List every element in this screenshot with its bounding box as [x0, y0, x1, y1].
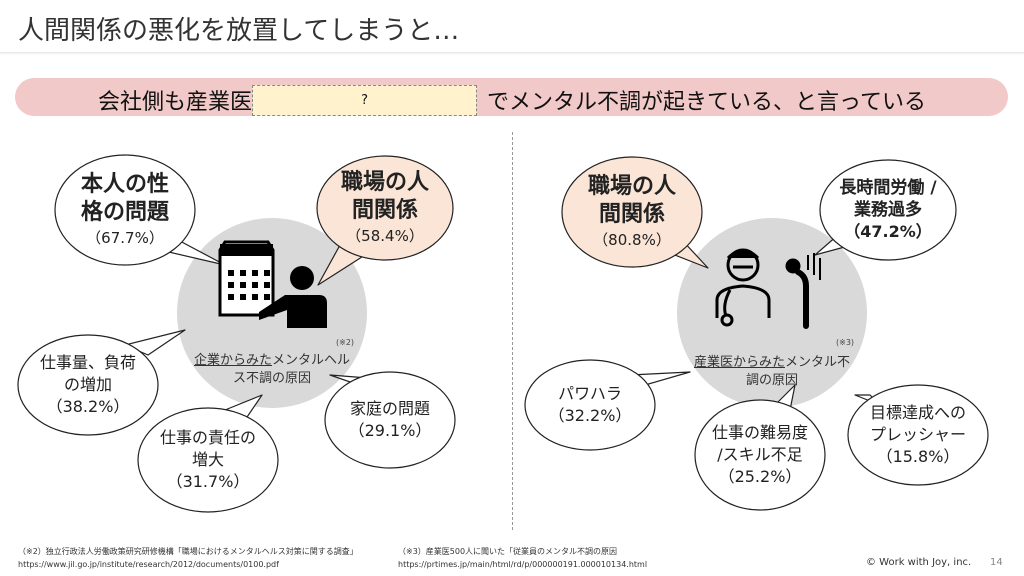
bubble-percent: （58.4%）	[346, 227, 424, 245]
caption-text: ス不調の原因	[232, 371, 311, 386]
bubble-responsibility: 仕事の責任の 増大 （31.7%）	[160, 427, 256, 493]
bubble-percent: （31.7%）	[166, 472, 250, 491]
bubble-shape	[847, 384, 989, 486]
bubble-line: /スキル不足	[717, 445, 803, 464]
bubble-line: 間関係	[598, 202, 666, 227]
bubble-line: 仕事の責任の	[159, 428, 257, 447]
bubble-power-harassment: パワハラ （32.2%）	[549, 383, 632, 427]
bubble-shape	[17, 334, 159, 436]
bubble-line: 長時間労働 /	[839, 178, 937, 198]
footnote-right: （※3）産業医500人に聞いた「従業員のメンタル不調の原因 https://prt…	[398, 545, 647, 571]
bubble-line: 業務過多	[853, 200, 922, 220]
bubble-line: 目標達成への	[869, 403, 967, 422]
center-divider	[512, 132, 513, 530]
bubble-shape	[324, 371, 456, 469]
footnote-left: （※2）独立行政法人労働政策研究研修機構「職場におけるメンタルヘルス対策に関する…	[18, 545, 358, 571]
bubble-shape	[137, 407, 279, 513]
hidden-answer-box[interactable]: ?	[252, 84, 478, 116]
bubble-shape	[316, 155, 454, 261]
bubble-relationships: 職場の人間関係 （80.8%）	[588, 173, 676, 251]
bubble-percent: （38.2%）	[46, 397, 130, 416]
bubble-line: プレッシャー	[869, 425, 967, 444]
caption-underlined: 産業医からみた	[693, 355, 785, 370]
page-number: 14	[990, 557, 1003, 568]
bubble-shape	[819, 159, 957, 261]
bubble-family: 家庭の問題 （29.1%）	[349, 398, 432, 442]
bubble-line: の増加	[63, 375, 113, 394]
bubble-line: 職場の人	[587, 174, 677, 199]
bubble-percent: （47.2%）	[844, 222, 932, 241]
footnote-source: （※3）産業医500人に聞いた「従業員のメンタル不調の原因	[398, 547, 618, 556]
right-circle-caption: 産業医からみたメンタル不調の原因	[694, 354, 850, 390]
footnote-url[interactable]: https://prtimes.jp/main/html/rd/p/000000…	[398, 560, 648, 569]
bubble-percent: （32.2%）	[548, 406, 632, 425]
bubble-line: 仕事の難易度	[711, 423, 809, 442]
banner-right: でメンタル不調が起きている、と言っている	[487, 90, 926, 115]
building-presenter-icon	[218, 240, 327, 328]
reference-mark: (※3)	[836, 338, 855, 347]
bubble-shape	[694, 399, 826, 511]
caption-text: 調の原因	[745, 373, 798, 388]
bubble-long-hours: 長時間労働 / 業務過多 （47.2%）	[839, 177, 936, 243]
caption-text: メンタル不	[785, 355, 851, 370]
bubble-shape	[561, 156, 703, 268]
bubble-line: 家庭の問題	[349, 399, 430, 418]
bubble-difficulty: 仕事の難易度/スキル不足 （25.2%）	[712, 422, 808, 488]
bubble-line: 仕事量、負荷	[39, 353, 137, 372]
bubble-line: 間関係	[351, 198, 419, 223]
reference-mark: (※2)	[336, 338, 355, 347]
bubble-percent: （15.8%）	[876, 447, 960, 466]
slide-title: 人間関係の悪化を放置してしまうと…	[18, 16, 460, 46]
bubble-shape	[524, 359, 656, 451]
bubble-line: 職場の人	[340, 170, 430, 195]
caption-text: メンタルヘル	[272, 353, 351, 368]
footnote-url[interactable]: https://www.jil.go.jp/institute/research…	[18, 560, 279, 569]
bubble-line: パワハラ	[558, 384, 622, 403]
bubble-percent: （25.2%）	[718, 467, 802, 486]
bubble-pressure: 目標達成への プレッシャー （15.8%）	[870, 402, 966, 468]
bubble-shape	[54, 154, 196, 266]
banner-text: 会社側も産業医? でメンタル不調が起きている、と言っている	[0, 84, 1024, 119]
doctor-fatigue-icon	[715, 248, 821, 329]
bubble-line: 格の問題	[80, 200, 170, 225]
caption-underlined: 企業からみた	[193, 353, 272, 368]
banner-left: 会社側も産業医	[98, 90, 253, 115]
left-circle-caption: 企業からみたメンタルヘルス不調の原因	[194, 352, 350, 388]
bubble-personality: 本人の性格の問題 （67.7%）	[81, 171, 169, 249]
header-divider	[0, 52, 1024, 55]
bubble-percent: （67.7%）	[86, 229, 164, 247]
bubble-relationships: 職場の人間関係 （58.4%）	[341, 169, 429, 247]
bubble-percent: （80.8%）	[593, 231, 671, 249]
bubble-percent: （29.1%）	[348, 421, 432, 440]
bubble-workload: 仕事量、負荷 の増加 （38.2%）	[40, 352, 136, 418]
bubble-line: 本人の性	[80, 172, 170, 197]
footnote-source: （※2）独立行政法人労働政策研究研修機構「職場におけるメンタルヘルス対策に関する…	[18, 547, 358, 556]
banner	[15, 78, 1008, 116]
bubble-line: 増大	[191, 450, 225, 469]
copyright: © Work with Joy, inc.	[866, 557, 972, 568]
